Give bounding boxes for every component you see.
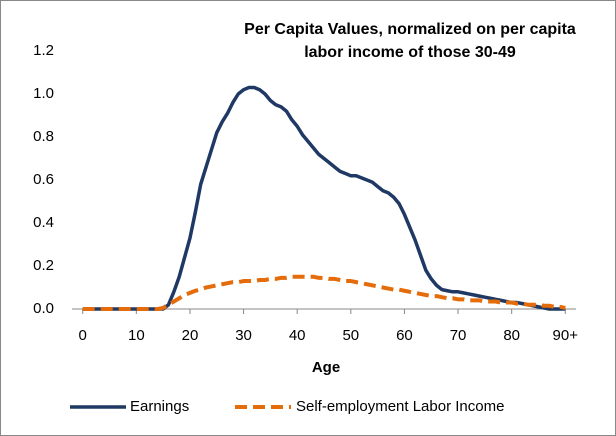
x-tick-label: 0 — [79, 327, 87, 344]
y-tick-label: 0.0 — [33, 300, 54, 317]
y-tick-label: 0.8 — [33, 128, 54, 145]
x-tick-label: 50 — [342, 327, 359, 344]
x-tick-label: 30 — [235, 327, 252, 344]
y-tick-label: 0.6 — [33, 171, 54, 188]
y-tick-label: 1.2 — [33, 42, 54, 59]
chart-subtitle: labor income of those 30-49 — [304, 44, 516, 61]
x-axis-label: Age — [312, 359, 340, 376]
y-tick-label: 1.0 — [33, 85, 54, 102]
x-tick-label: 80 — [503, 327, 520, 344]
x-tick-label: 70 — [450, 327, 467, 344]
legend-label: Earnings — [130, 398, 189, 415]
legend-label: Self-employment Labor Income — [296, 398, 504, 415]
x-tick-label: 20 — [182, 327, 199, 344]
series-line — [82, 274, 566, 311]
y-tick-label: 0.4 — [33, 214, 54, 231]
x-tick-label: 60 — [396, 327, 413, 344]
x-tick-label: 40 — [289, 327, 306, 344]
chart-title: Per Capita Values, normalized on per cap… — [244, 21, 576, 38]
x-tick-label: 90+ — [553, 327, 579, 344]
y-tick-label: 0.2 — [33, 257, 54, 274]
x-tick-label: 10 — [128, 327, 145, 344]
